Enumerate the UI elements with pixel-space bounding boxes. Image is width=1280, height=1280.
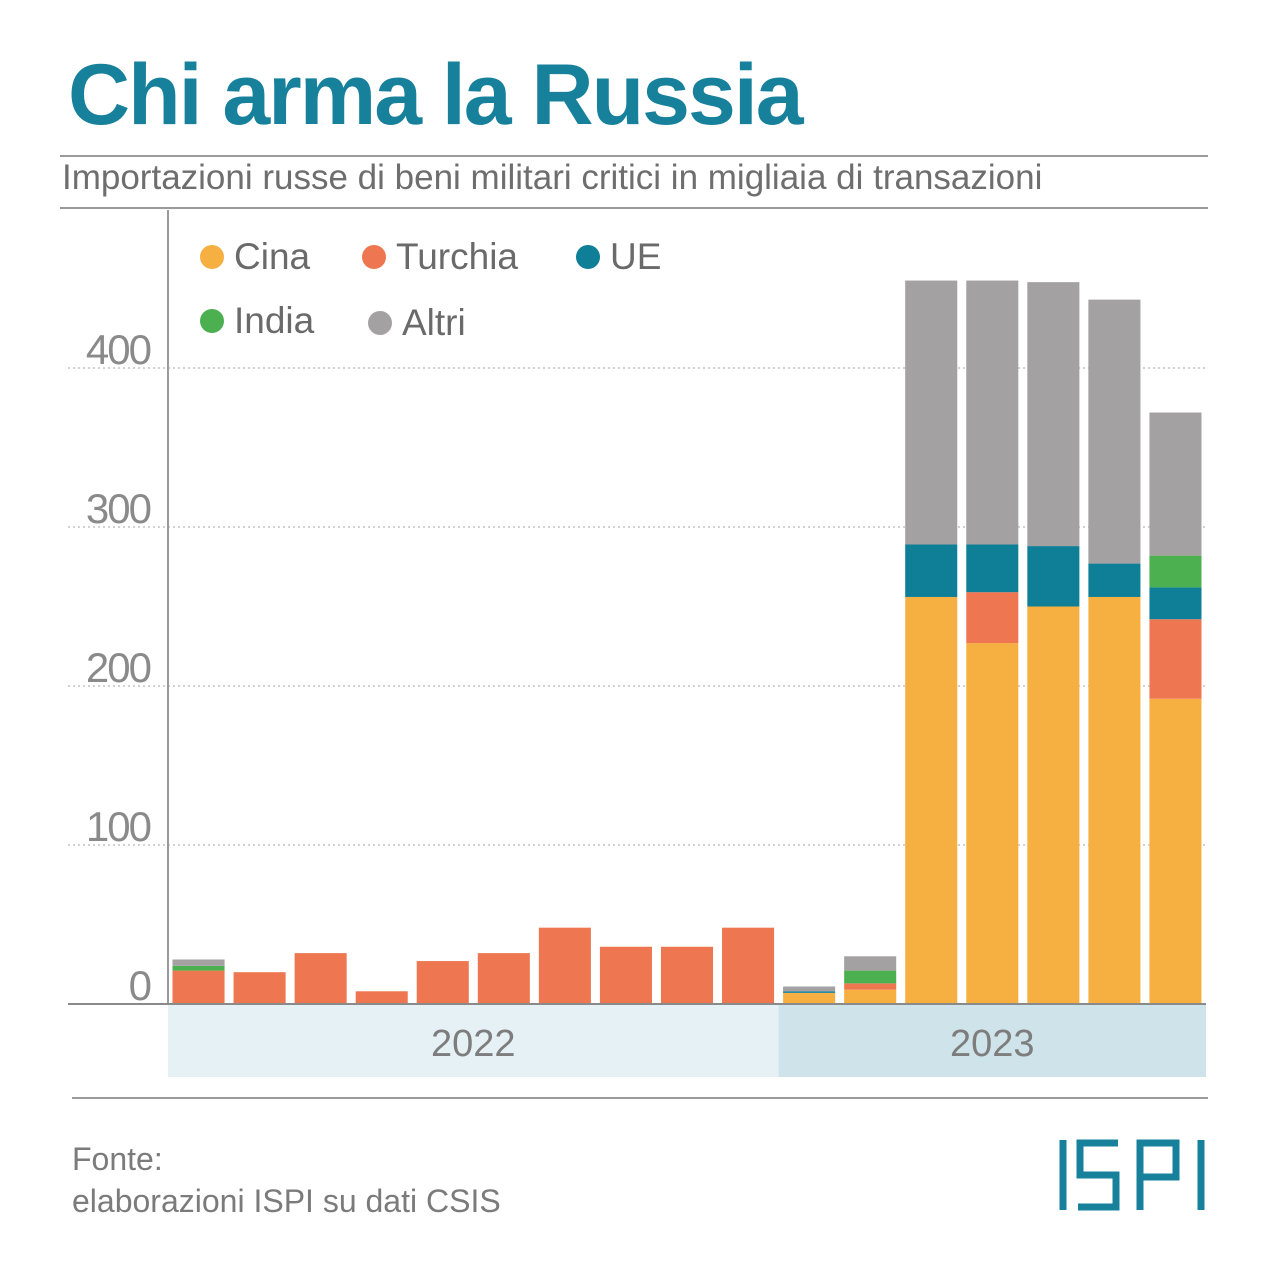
legend-dot-turchia bbox=[362, 244, 386, 269]
chart-subtitle: Importazioni russe di beni militari crit… bbox=[62, 158, 1043, 197]
legend-dot-india bbox=[200, 308, 224, 333]
bar-altri-16 bbox=[1088, 299, 1141, 564]
legend-item-altri: Altri bbox=[368, 304, 466, 341]
source-note: Fonte: elaborazioni ISPI su dati CSIS bbox=[72, 1138, 501, 1222]
bar-turchia-10 bbox=[722, 927, 775, 1004]
bar-turchia-5 bbox=[416, 961, 469, 1004]
bar-turchia-17 bbox=[1149, 619, 1202, 699]
period-band-2023 bbox=[778, 1004, 1206, 1077]
bar-cina-15 bbox=[1027, 606, 1080, 1004]
title-divider bbox=[60, 155, 1208, 157]
y-tick-label-100: 100 bbox=[86, 803, 151, 850]
stacked-bar-chart: 2022 2023 0 100 200 300 400 bbox=[68, 210, 1206, 1077]
legend-label-ue: UE bbox=[610, 236, 662, 277]
bar-ue-17 bbox=[1149, 587, 1202, 620]
legend-label-cina: Cina bbox=[234, 236, 311, 277]
bar-ue-16 bbox=[1088, 563, 1141, 597]
y-tick-label-400: 400 bbox=[86, 326, 151, 373]
source-label: Fonte: bbox=[72, 1141, 163, 1177]
bar-cina-17 bbox=[1149, 698, 1202, 1004]
subtitle-divider bbox=[60, 207, 1208, 209]
bar-turchia-12 bbox=[844, 983, 897, 990]
bar-india-12 bbox=[844, 970, 897, 984]
chart-legend: Cina Turchia UE India Altri bbox=[200, 232, 720, 352]
bar-cina-13 bbox=[905, 596, 958, 1004]
bar-altri-17 bbox=[1149, 412, 1202, 556]
source-text: elaborazioni ISPI su dati CSIS bbox=[72, 1183, 501, 1219]
bar-ue-13 bbox=[905, 544, 958, 597]
legend-dot-altri bbox=[368, 310, 392, 335]
bar-altri-15 bbox=[1027, 282, 1080, 547]
bar-altri-12 bbox=[844, 956, 897, 971]
bar-cina-12 bbox=[844, 989, 897, 1004]
chart-title: Chi arma la Russia bbox=[68, 47, 804, 143]
bar-altri-13 bbox=[905, 280, 958, 545]
bar-altri-14 bbox=[966, 280, 1019, 545]
y-tick-label-300: 300 bbox=[86, 485, 151, 532]
legend-label-altri: Altri bbox=[402, 302, 466, 343]
bar-altri-11 bbox=[783, 986, 836, 992]
bar-turchia-8 bbox=[599, 946, 652, 1004]
bar-turchia-2 bbox=[233, 972, 286, 1004]
period-label-2022: 2022 bbox=[431, 1023, 516, 1065]
period-band-2022 bbox=[168, 1004, 779, 1077]
bar-ue-14 bbox=[966, 544, 1019, 593]
bar-ue-15 bbox=[1027, 546, 1080, 607]
bar-cina-16 bbox=[1088, 596, 1141, 1004]
bar-turchia-3 bbox=[294, 953, 347, 1004]
legend-dot-ue bbox=[576, 244, 600, 269]
bar-india-1 bbox=[172, 965, 225, 971]
bar-india-17 bbox=[1149, 555, 1202, 588]
bar-turchia-1 bbox=[172, 970, 225, 1004]
bar-altri-1 bbox=[172, 959, 225, 966]
legend-label-india: India bbox=[234, 300, 315, 341]
bar-cina-11 bbox=[783, 992, 836, 1004]
legend-item-india: India bbox=[200, 302, 314, 339]
legend-dot-cina bbox=[200, 244, 224, 269]
y-tick-label-200: 200 bbox=[86, 644, 151, 691]
bar-turchia-9 bbox=[660, 946, 714, 1004]
bar-cina-14 bbox=[966, 643, 1019, 1004]
y-tick-label-0: 0 bbox=[129, 962, 151, 1009]
bar-turchia-4 bbox=[355, 991, 408, 1004]
bar-ue-11 bbox=[783, 991, 836, 993]
bar-turchia-7 bbox=[538, 927, 591, 1004]
bar-turchia-6 bbox=[477, 953, 530, 1004]
ispi-logo bbox=[1058, 1138, 1210, 1217]
legend-item-cina: Cina bbox=[200, 238, 310, 275]
legend-item-ue: UE bbox=[576, 238, 661, 275]
bar-turchia-14 bbox=[966, 592, 1019, 644]
period-label-2023: 2023 bbox=[950, 1023, 1035, 1065]
legend-label-turchia: Turchia bbox=[396, 236, 519, 277]
legend-item-turchia: Turchia bbox=[362, 238, 518, 275]
footer-divider bbox=[72, 1097, 1208, 1099]
